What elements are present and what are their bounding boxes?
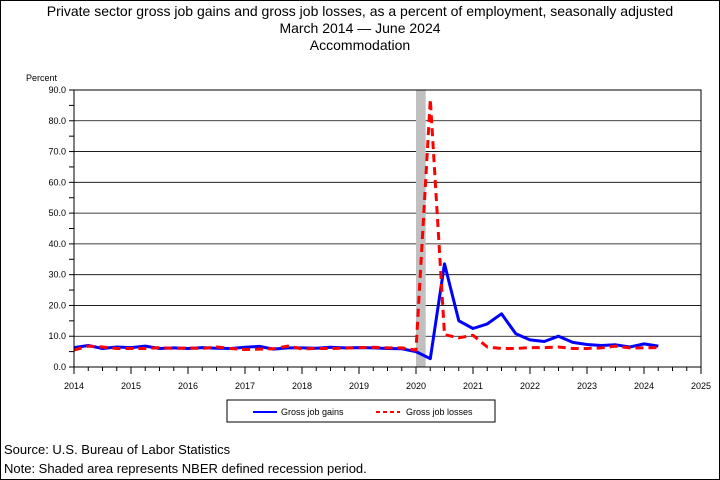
legend-label: Gross job gains <box>281 407 344 417</box>
y-tick-label: 70.0 <box>48 147 66 157</box>
gross-job-losses-line <box>73 97 659 352</box>
y-tick-label: 90.0 <box>48 85 66 95</box>
y-tick-label: 50.0 <box>48 208 66 218</box>
grid-lines <box>74 120 701 337</box>
recession-note: Note: Shaded area represents NBER define… <box>4 461 367 476</box>
x-tick-label: 2022 <box>520 381 540 391</box>
x-tick-label: 2015 <box>121 381 141 391</box>
legend-box <box>226 399 496 423</box>
y-tick-label: 20.0 <box>48 300 66 310</box>
x-tick-label: 2014 <box>64 381 84 391</box>
x-tick-label: 2020 <box>406 381 426 391</box>
y-tick-label: 10.0 <box>48 331 66 341</box>
x-tick-label: 2024 <box>634 381 654 391</box>
y-tick-label: 30.0 <box>48 270 66 280</box>
x-tick-label: 2021 <box>463 381 483 391</box>
recession-shading-group <box>416 90 426 367</box>
chart-title-block: Private sector gross job gains and gross… <box>1 3 719 54</box>
chart-title: Private sector gross job gains and gross… <box>46 3 674 19</box>
x-axis: 2014 2015 2016 2017 2018 2019 2020 2021 2022 2023… <box>64 367 711 391</box>
legend: Gross job gains Gross job losses <box>226 399 496 423</box>
y-axis-label: Percent <box>26 73 58 83</box>
x-tick-label: 2018 <box>292 381 312 391</box>
y-tick-label: 0.0 <box>53 362 66 372</box>
legend-label: Gross job losses <box>406 407 473 417</box>
y-tick-label: 60.0 <box>48 177 66 187</box>
plot-frame <box>73 89 702 368</box>
chart-subtitle-industry: Accommodation <box>309 37 411 53</box>
x-tick-label: 2025 <box>691 381 711 391</box>
y-tick-label: 80.0 <box>48 116 66 126</box>
x-tick-label: 2017 <box>235 381 255 391</box>
source-note: Source: U.S. Bureau of Labor Statistics <box>4 442 231 457</box>
x-tick-label: 2016 <box>178 381 198 391</box>
series-lines <box>73 97 659 361</box>
x-tick-label: 2019 <box>349 381 369 391</box>
recession-shading <box>416 90 426 367</box>
gross-job-gains-line <box>73 262 659 361</box>
y-tick-label: 40.0 <box>48 239 66 249</box>
x-tick-label: 2023 <box>577 381 597 391</box>
y-axis: 0.0 10.0 20.0 30.0 40.0 50.0 60.0 70.0 80.0 90.0 <box>48 85 74 372</box>
chart-subtitle: March 2014 — June 2024 <box>279 20 441 36</box>
